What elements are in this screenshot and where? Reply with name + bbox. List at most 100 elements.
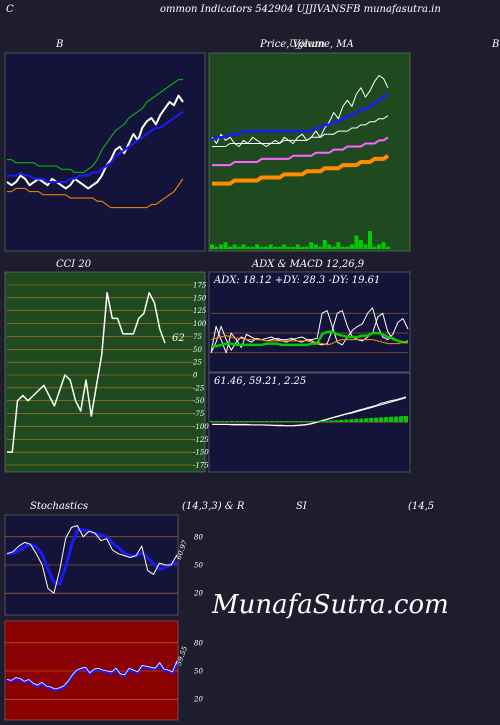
volume-bar xyxy=(282,244,287,249)
volume-bar xyxy=(381,242,386,249)
macd-histogram-bar xyxy=(210,421,214,422)
macd-histogram-bar xyxy=(294,421,299,422)
rsi-line xyxy=(6,661,179,692)
adx-values: ADX: 18.12 +DY: 28.3 -DY: 19.61 xyxy=(214,275,381,286)
macd-histogram-bar xyxy=(284,421,289,422)
price-edge-label: B xyxy=(492,39,500,50)
macd-histogram-bar xyxy=(309,421,314,422)
volume-bar xyxy=(354,235,359,249)
cci-tick-label: -125 xyxy=(193,436,209,444)
adx-series-line xyxy=(211,330,408,348)
stoch-tick-label: 50 xyxy=(194,562,203,570)
volume-bar xyxy=(250,246,255,249)
stoch-tick-label: 80 xyxy=(194,533,203,541)
bollinger-panel xyxy=(4,52,206,252)
macd-histogram-bar xyxy=(214,421,219,422)
volume-bar xyxy=(336,242,341,249)
cci-tick-label: -150 xyxy=(193,449,209,457)
volume-bar xyxy=(372,246,377,249)
rsi-tick-label: 20 xyxy=(193,696,203,704)
cci-tick-label: -175 xyxy=(193,462,209,470)
macd-histogram-bar xyxy=(289,421,294,422)
cci-tick-label: 100 xyxy=(193,320,207,328)
watermark: MunafaSutra.com xyxy=(211,590,449,620)
cci-tick-label: 175 xyxy=(193,282,207,290)
volume-bar xyxy=(241,244,246,249)
macd-histogram-bar xyxy=(359,418,364,422)
rsi-tick-label: 50 xyxy=(194,668,203,676)
volume-bar xyxy=(376,244,381,249)
macd-histogram-bar xyxy=(259,421,264,422)
rsi-smooth-line xyxy=(6,660,178,690)
bollinger-series-line xyxy=(7,178,184,209)
volume-bar xyxy=(313,244,318,249)
cci-tick-label: -25 xyxy=(193,384,205,392)
rsi-tick-label: 80 xyxy=(194,639,203,647)
macd-histogram-bar xyxy=(244,421,249,422)
volume-bar xyxy=(255,244,260,249)
stoch-title: Stochastics xyxy=(30,501,88,512)
macd-histogram-bar xyxy=(329,420,334,422)
cci-tick-label: 50 xyxy=(193,346,202,354)
macd-histogram-bar xyxy=(389,416,394,422)
price-panel xyxy=(208,52,411,252)
macd-histogram-bar xyxy=(254,421,259,422)
macd-histogram-bar xyxy=(384,417,389,422)
macd-histogram-bar xyxy=(314,421,319,422)
macd-histogram-bar xyxy=(299,421,304,422)
price-ma-series-line xyxy=(212,136,389,167)
macd-histogram-bar xyxy=(304,421,309,422)
price-ma-series-line xyxy=(212,115,389,147)
macd-histogram-bar xyxy=(249,421,254,422)
macd-histogram-bar xyxy=(404,415,408,422)
macd-histogram-bar xyxy=(229,421,234,422)
volume-bar xyxy=(367,231,372,249)
adx-series-line xyxy=(210,307,409,354)
macd-histogram-bar xyxy=(394,416,399,422)
cci-line xyxy=(7,291,166,453)
volume-bar xyxy=(210,244,214,249)
rsi-params: (14,5 xyxy=(408,501,435,512)
cci-tick-label: -100 xyxy=(193,423,209,431)
cci-tick-label: 25 xyxy=(192,359,202,367)
bollinger-series-line xyxy=(7,79,183,173)
volume-bar xyxy=(340,246,345,249)
stoch-k-line xyxy=(6,525,178,594)
cci-tick-label: 125 xyxy=(193,307,207,315)
volume-bar xyxy=(228,246,233,249)
price-ma-series-line xyxy=(211,92,389,142)
cci-panel xyxy=(4,271,206,473)
header-title: ommon Indicators 542904 UJJIVANSFB munaf… xyxy=(160,4,441,15)
volume-bar xyxy=(300,246,305,249)
bollinger-series-line xyxy=(7,110,184,183)
macd-histogram-bar xyxy=(399,416,404,422)
macd-histogram-bar xyxy=(339,419,344,422)
volume-bar xyxy=(363,244,368,249)
adx-panel xyxy=(208,271,411,373)
bollinger-title: B xyxy=(56,39,64,50)
macd-histogram-bar xyxy=(344,419,349,422)
volume-bar xyxy=(268,244,273,249)
price-title: Price, Volume, MA xyxy=(260,39,354,50)
cci-last-value: 62 xyxy=(172,333,185,344)
volume-bar xyxy=(291,246,296,249)
stoch-tick-label: 20 xyxy=(193,590,203,598)
volume-bar xyxy=(345,246,350,249)
cci-tick-label: 150 xyxy=(193,294,207,302)
macd-signal-line xyxy=(212,397,407,427)
macd-histogram-bar xyxy=(374,417,379,422)
volume-bar xyxy=(304,246,309,249)
stoch-params: (14,3,3) & R xyxy=(182,501,245,512)
volume-bar xyxy=(327,244,332,249)
macd-histogram-bar xyxy=(319,421,324,422)
macd-histogram-bar xyxy=(274,421,279,422)
rsi-title: SI xyxy=(296,501,307,512)
volume-bar xyxy=(246,246,251,249)
cci-tick-label: -75 xyxy=(193,410,205,418)
macd-histogram-bar xyxy=(219,421,224,422)
volume-bar xyxy=(264,246,269,249)
volume-bar xyxy=(237,246,242,249)
bollinger-series-line xyxy=(6,94,184,190)
volume-bar xyxy=(322,240,327,249)
macd-histogram-bar xyxy=(334,420,339,422)
